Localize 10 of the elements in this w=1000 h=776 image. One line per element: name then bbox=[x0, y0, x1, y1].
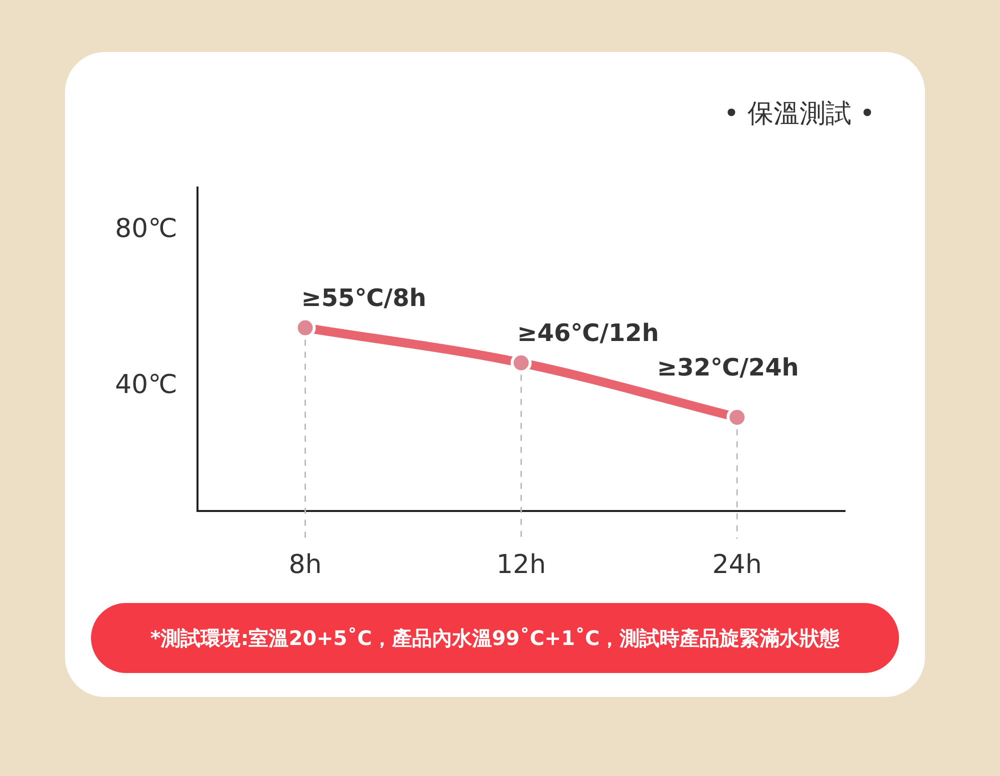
text: *測試環境:室溫20+5˚C，產品內水溫99˚C+1˚C，測試時產品旋緊滿水狀態 bbox=[91, 603, 899, 673]
x-tick-label: 12h bbox=[496, 550, 546, 580]
data-label: ≥55℃/8h bbox=[301, 284, 426, 312]
y-tick-label: 80℃ bbox=[114, 214, 178, 244]
data-label: ≥46℃/12h bbox=[517, 318, 659, 347]
y-tick-label: 40℃ bbox=[114, 370, 178, 400]
x-tick-label: 24h bbox=[712, 550, 762, 580]
data-label: ≥32℃/24h bbox=[657, 353, 799, 382]
x-tick-label: 8h bbox=[288, 550, 322, 580]
chart-title: • 保溫測試 • bbox=[724, 98, 875, 131]
